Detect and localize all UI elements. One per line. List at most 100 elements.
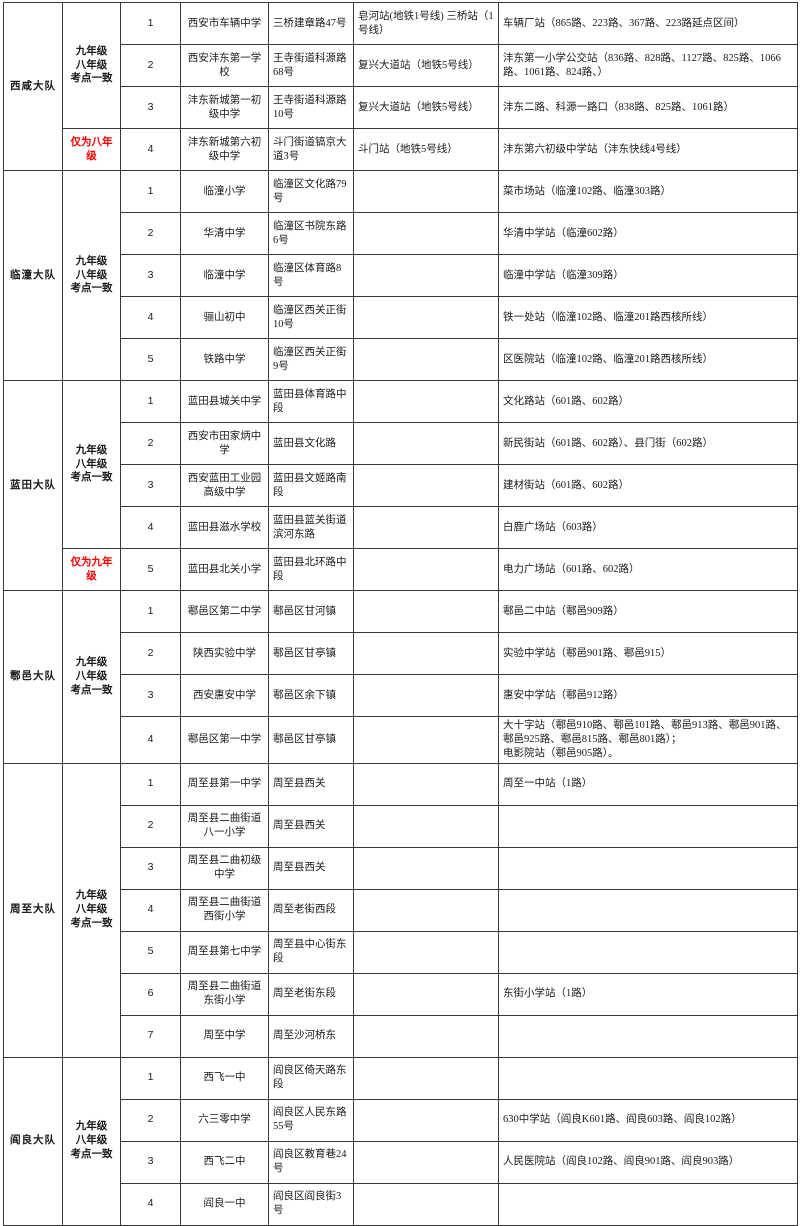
school-cell: 六三零中学 [180,1098,269,1142]
num-cell: 4 [120,296,181,339]
bus-cell [498,846,798,890]
school-cell: 鄠邑区第一中学 [180,716,269,764]
metro-cell: 斗门站（地铁5号线） [353,128,499,171]
school-cell: 陕西实验中学 [180,632,269,675]
school-cell: 周至县二曲初级中学 [180,846,269,890]
grade-cell: 九年级 八年级 考点一致 [62,380,121,549]
address-cell: 周至县中心街东段 [268,930,354,974]
metro-cell [353,762,499,806]
metro-cell [353,674,499,717]
table-row: 5 铁路中学 临潼区西关正街9号 区医院站（临潼102路、临潼201路西核所线） [4,338,798,381]
bus-cell [498,1014,798,1058]
address-cell: 蓝田县文化路 [268,422,354,465]
metro-cell [353,846,499,890]
metro-cell: 复兴大道站（地铁5号线） [353,44,499,87]
metro-cell [353,716,499,764]
metro-cell [353,930,499,974]
school-cell: 周至县第一中学 [180,762,269,806]
school-cell: 蓝田县城关中学 [180,380,269,423]
num-cell: 1 [120,762,181,806]
district-cell: 周至大队 [3,762,63,1058]
grade-cell: 九年级 八年级 考点一致 [62,762,121,1058]
district-cell: 西咸大队 [3,2,63,171]
num-cell: 4 [120,506,181,549]
table-row: 2 周至县二曲街道八一小学 周至县西关 [4,804,798,848]
metro-cell [353,888,499,932]
table-row: 4 骊山初中 临潼区西关正街10号 铁一处站（临潼102路、临潼201路西核所线） [4,296,798,339]
bus-cell [498,930,798,974]
table-row: 4 鄠邑区第一中学 鄠邑区甘亭镇 大十字站（鄠邑910路、鄠邑101路、鄠邑913路、… [4,716,798,764]
school-cell: 西安市车辆中学 [180,2,269,45]
bus-cell: 沣东第六初级中学站（沣东快线4号线） [498,128,798,171]
grade-cell: 九年级 八年级 考点一致 [62,590,121,764]
table-row: 3 西飞二中 阎良区教育巷24号 人民医院站（阎良102路、阎良901路、阎良903路… [4,1140,798,1184]
metro-cell [353,1098,499,1142]
school-cell: 西安惠安中学 [180,674,269,717]
table-row: 4 蓝田县滋水学校 蓝田县蓝关街道滨河东路 白鹿广场站（603路） [4,506,798,549]
table-row: 3 周至县二曲初级中学 周至县西关 [4,846,798,890]
address-cell: 临潼区书院东路6号 [268,212,354,255]
school-cell: 鄠邑区第二中学 [180,590,269,633]
metro-cell [353,548,499,591]
grade-cell: 九年级 八年级 考点一致 [62,2,121,129]
address-cell: 鄠邑区甘亭镇 [268,632,354,675]
address-cell: 鄠邑区甘亭镇 [268,716,354,764]
school-cell: 西飞二中 [180,1140,269,1184]
bus-cell: 区医院站（临潼102路、临潼201路西核所线） [498,338,798,381]
address-cell: 阎良区倚天路东段 [268,1056,354,1100]
num-cell: 3 [120,846,181,890]
num-cell: 2 [120,44,181,87]
school-cell: 华清中学 [180,212,269,255]
bus-cell: 新民街站（601路、602路）、县门街（602路） [498,422,798,465]
address-cell: 周至老街西段 [268,888,354,932]
num-cell: 2 [120,212,181,255]
num-cell: 3 [120,464,181,507]
address-cell: 鄠邑区余下镇 [268,674,354,717]
num-cell: 7 [120,1014,181,1058]
table-row: 3 临潼中学 临潼区体育路8号 临潼中学站（临潼309路） [4,254,798,297]
school-cell: 临潼中学 [180,254,269,297]
metro-cell: 皂河站(地铁1号线) 三桥站（1号线） [353,2,499,45]
address-cell: 临潼区西关正街9号 [268,338,354,381]
num-cell: 4 [120,888,181,932]
school-cell: 骊山初中 [180,296,269,339]
school-cell: 阎良一中 [180,1182,269,1226]
bus-cell: 电力广场站（601路、602路） [498,548,798,591]
table-row: 仅为九年级 5 蓝田县北关小学 蓝田县北环路中段 电力广场站（601路、602路） [4,548,798,591]
bus-cell: 周至一中站（1路） [498,762,798,806]
num-cell: 3 [120,1140,181,1184]
metro-cell [353,590,499,633]
metro-cell [353,804,499,848]
address-cell: 临潼区文化路79号 [268,170,354,213]
table-row: 周至大队 九年级 八年级 考点一致 1 周至县第一中学 周至县西关 周至一中站（1路） [3,762,798,1058]
metro-cell [353,254,499,297]
grade-cell: 九年级 八年级 考点一致 [62,170,121,381]
address-cell: 鄠邑区甘河镇 [268,590,354,633]
num-cell: 4 [120,128,181,171]
school-cell: 周至县二曲街道东街小学 [180,972,269,1016]
school-cell: 周至中学 [180,1014,269,1058]
address-cell: 王寺街道科源路10号 [268,86,354,129]
address-cell: 周至沙河桥东 [268,1014,354,1058]
grade-cell: 九年级 八年级 考点一致 [62,1056,121,1226]
address-cell: 阎良区阎良街3号 [268,1182,354,1226]
school-cell: 周至县第七中学 [180,930,269,974]
num-cell: 6 [120,972,181,1016]
school-cell: 西安蓝田工业园高级中学 [180,464,269,507]
num-cell: 3 [120,86,181,129]
num-cell: 1 [120,380,181,423]
bus-cell [498,888,798,932]
metro-cell [353,464,499,507]
metro-cell [353,1056,499,1100]
bus-cell: 白鹿广场站（603路） [498,506,798,549]
metro-cell [353,972,499,1016]
num-cell: 3 [120,254,181,297]
table-row: 5 周至县第七中学 周至县中心街东段 [4,930,798,974]
school-cell: 周至县二曲街道西街小学 [180,888,269,932]
address-cell: 蓝田县体育路中段 [268,380,354,423]
school-cell: 铁路中学 [180,338,269,381]
num-cell: 1 [120,170,181,213]
district-cell: 临潼大队 [3,170,63,381]
bus-cell: 惠安中学站（鄠邑912路） [498,674,798,717]
bus-cell: 东街小学站（1路） [498,972,798,1016]
